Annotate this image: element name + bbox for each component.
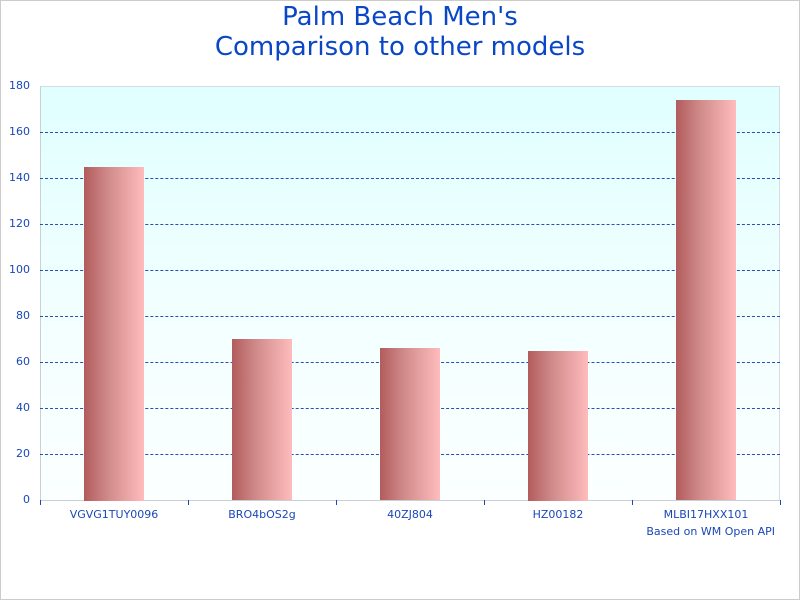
gridline xyxy=(40,270,780,271)
y-tick-label: 180 xyxy=(9,79,30,92)
y-tick-label: 80 xyxy=(16,309,30,322)
gridline xyxy=(40,132,780,133)
x-tick-mark xyxy=(484,500,485,505)
chart-title: Palm Beach Men's Comparison to other mod… xyxy=(0,2,800,62)
y-tick-label: 0 xyxy=(23,493,30,506)
x-tick-mark xyxy=(188,500,189,505)
y-tick-label: 60 xyxy=(16,355,30,368)
x-tick-label: HZ00182 xyxy=(532,508,584,521)
bar-40ZJ804 xyxy=(380,348,440,500)
y-tick-label: 160 xyxy=(9,125,30,138)
y-tick-label: 100 xyxy=(9,263,30,276)
x-tick-mark xyxy=(780,500,781,505)
x-tick-mark xyxy=(40,500,41,505)
source-annotation: Based on WM Open API xyxy=(646,525,775,538)
bar-HZ00182 xyxy=(528,351,588,501)
x-tick-label: 40ZJ804 xyxy=(387,508,433,521)
x-axis-line xyxy=(40,500,780,501)
chart-title-line-2: Comparison to other models xyxy=(214,32,586,62)
gridline xyxy=(40,224,780,225)
x-tick-label: VGVG1TUY0096 xyxy=(69,508,159,521)
x-tick-mark xyxy=(336,500,337,505)
y-tick-label: 40 xyxy=(16,401,30,414)
y-tick-label: 120 xyxy=(9,217,30,230)
x-tick-mark xyxy=(632,500,633,505)
x-tick-label: BRO4bOS2g xyxy=(228,508,296,521)
x-tick-label: MLBI17HXX101 xyxy=(663,508,749,521)
bar-BRO4bOS2g xyxy=(232,339,292,500)
bar-MLBI17HXX101 xyxy=(676,100,736,500)
chart-title-line-1: Palm Beach Men's xyxy=(282,2,518,32)
bar-VGVG1TUY0096 xyxy=(84,167,144,501)
gridline xyxy=(40,178,780,179)
y-tick-label: 20 xyxy=(16,447,30,460)
y-tick-label: 140 xyxy=(9,171,30,184)
gridline xyxy=(40,316,780,317)
